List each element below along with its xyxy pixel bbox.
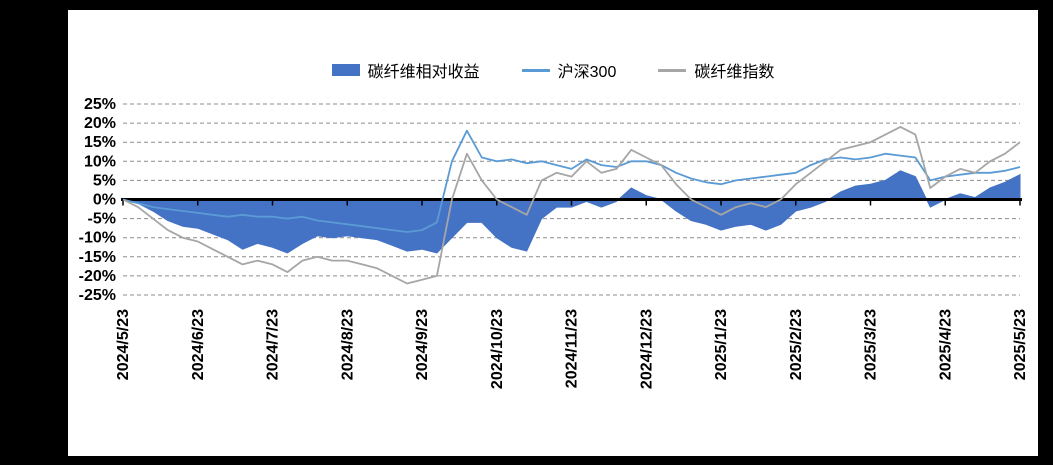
svg-text:0%: 0% [93,192,116,209]
relative-return-area-swatch-icon [331,64,360,76]
legend-item-carbon-fiber-index: 碳纤维指数 [658,58,774,82]
relative-return-line-chart: 25% 20% 15% 10% 5% 0% -5% -10% -15% -20% -25% 2024/… [79,96,1029,389]
svg-text:-5%: -5% [88,211,116,228]
svg-text:-10%: -10% [79,230,116,247]
carbon-fiber-index-line-swatch-icon [658,68,687,72]
svg-text:5%: 5% [93,172,116,189]
legend-item-relative-return: 碳纤维相对收益 [331,58,480,82]
legend-label-csi300: 沪深300 [557,64,617,81]
csi300-line-swatch-icon [521,68,550,72]
svg-text:2025/5/23: 2025/5/23 [1012,309,1029,380]
svg-text:2024/7/23: 2024/7/23 [265,309,282,380]
svg-text:2024/6/23: 2024/6/23 [190,309,207,380]
svg-text:-20%: -20% [79,268,116,285]
svg-text:2024/5/23: 2024/5/23 [115,309,132,380]
svg-text:10%: 10% [84,153,116,170]
svg-text:2025/3/23: 2025/3/23 [863,309,880,380]
svg-text:15%: 15% [84,134,116,151]
chart-area: 25% 20% 15% 10% 5% 0% -5% -10% -15% -20% -25% 2024/… [68,96,1038,452]
legend-label-carbon-fiber-index: 碳纤维指数 [694,64,775,81]
svg-text:25%: 25% [84,96,116,113]
svg-text:2024/10/23: 2024/10/23 [489,309,506,389]
chart-legend: 碳纤维相对收益 沪深300 碳纤维指数 [68,58,1038,82]
svg-text:2024/12/23: 2024/12/23 [638,309,655,389]
chart-panel: 碳纤维相对收益 沪深300 碳纤维指数 25% 20% 15% 10% 5% 0% -5% -… [68,10,1038,456]
svg-text:-15%: -15% [79,249,116,266]
svg-text:2025/4/23: 2025/4/23 [937,309,954,380]
svg-text:20%: 20% [84,115,116,132]
svg-text:2024/8/23: 2024/8/23 [339,309,356,380]
legend-item-csi300: 沪深300 [521,58,617,82]
svg-text:2024/11/23: 2024/11/23 [564,309,581,388]
svg-text:-25%: -25% [79,287,116,304]
svg-text:2025/1/23: 2025/1/23 [713,309,730,380]
legend-label-relative-return: 碳纤维相对收益 [367,64,480,81]
svg-text:2025/2/23: 2025/2/23 [788,309,805,380]
svg-text:2024/9/23: 2024/9/23 [414,309,431,380]
